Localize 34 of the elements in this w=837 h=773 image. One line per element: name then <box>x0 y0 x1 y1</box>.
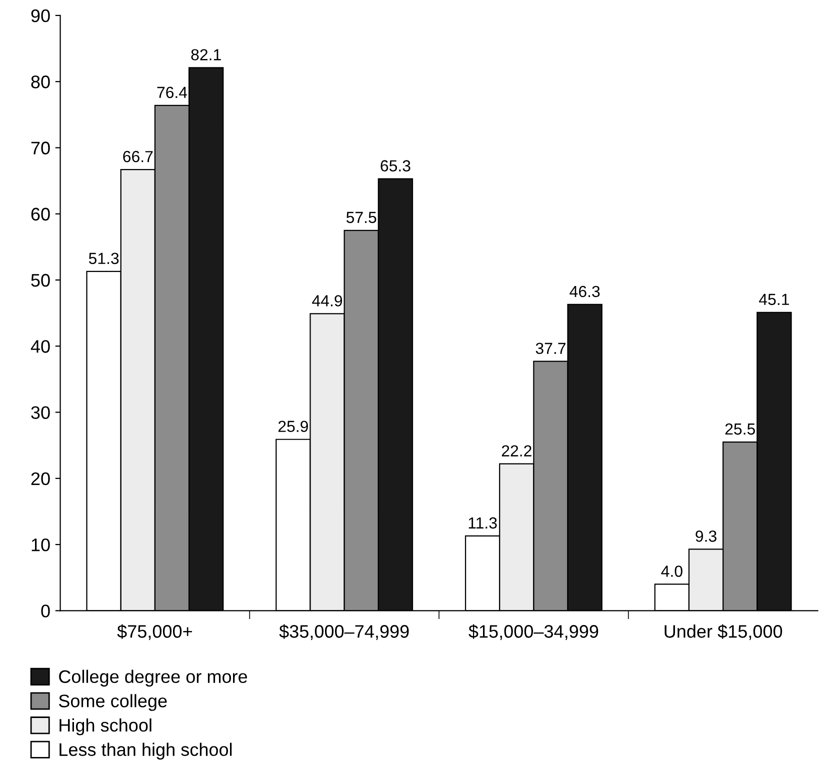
data-label: 11.3 <box>468 517 497 529</box>
y-tick-label: 60 <box>31 208 50 221</box>
y-tick-label: 10 <box>32 538 50 552</box>
x-tick-label: $75,000+ <box>117 624 192 640</box>
legend-label: Less than high school <box>60 742 232 760</box>
data-label: 9.3 <box>696 530 716 542</box>
data-label: 22.2 <box>502 445 532 456</box>
data-label: 76.4 <box>157 86 188 98</box>
x-tick-label: $35,000–74,999 <box>279 624 409 640</box>
y-tick-label: 90 <box>31 9 50 22</box>
data-label: 46.3 <box>570 286 600 298</box>
data-label: 66.7 <box>123 150 153 162</box>
y-tick-label: 20 <box>31 472 50 486</box>
data-label: 57.5 <box>346 212 376 224</box>
data-label: 25.9 <box>278 420 308 432</box>
y-tick-label: 0 <box>41 604 50 618</box>
legend-label: College degree or more <box>59 670 248 687</box>
x-tick-label: Under $15,000 <box>664 624 782 640</box>
data-label: 25.5 <box>725 423 755 435</box>
legend-label: High school <box>60 718 152 736</box>
legend-label: Some college <box>58 694 167 711</box>
data-label: 37.7 <box>536 342 566 354</box>
y-tick-label: 70 <box>31 142 50 154</box>
data-label: 82.1 <box>191 49 221 60</box>
data-label: 45.1 <box>759 294 789 306</box>
x-tick-label: $15,000–34,999 <box>468 624 598 640</box>
data-label: 4.0 <box>661 566 682 577</box>
data-label: 44.9 <box>312 295 342 306</box>
y-tick-label: 30 <box>31 406 50 419</box>
y-tick-label: 40 <box>30 340 50 353</box>
data-label: 65.3 <box>380 160 410 172</box>
y-tick-label: 80 <box>31 76 50 88</box>
data-label: 51.3 <box>88 252 119 264</box>
y-tick-label: 50 <box>31 274 50 287</box>
